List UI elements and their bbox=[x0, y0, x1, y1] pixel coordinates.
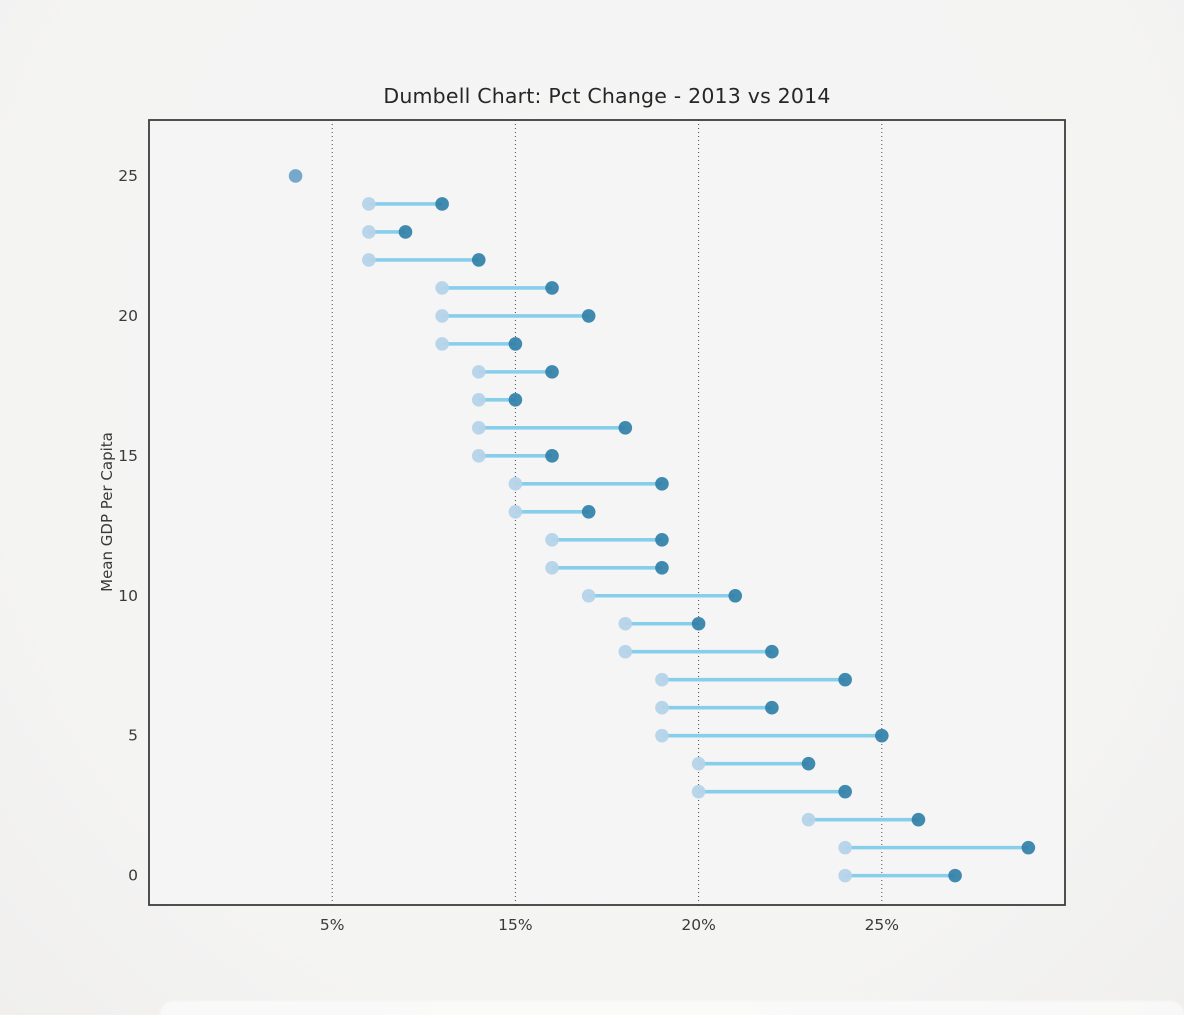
dumbbell-dot-2014 bbox=[398, 225, 413, 239]
dumbbell-dot-2013 bbox=[801, 812, 816, 827]
dumbbell-dot-2013 bbox=[435, 337, 449, 351]
dumbbell-dot-2013 bbox=[362, 253, 376, 267]
y-tick-label: 25 bbox=[118, 167, 138, 185]
dumbbell-dot-2014 bbox=[691, 616, 706, 631]
dumbbell-dot-2014 bbox=[838, 672, 852, 687]
dumbbell-dot-2013 bbox=[618, 616, 633, 631]
dumbbell-dot-2013 bbox=[471, 421, 486, 435]
dumbbell-dot-2014 bbox=[948, 868, 962, 883]
dumbbell-dot-2013 bbox=[545, 532, 559, 547]
dumbbell-dot-2014 bbox=[435, 197, 449, 211]
dumbbell-dot-2013 bbox=[508, 505, 523, 519]
dumbbell-dot-2013 bbox=[581, 588, 596, 603]
dumbbell-dot-2014 bbox=[728, 588, 743, 603]
y-tick-label: 0 bbox=[128, 867, 138, 885]
dumbbell-dot-2014 bbox=[765, 644, 779, 659]
dumbbell-dot-2014 bbox=[801, 756, 816, 771]
dumbbell-dot-2013 bbox=[838, 868, 852, 883]
y-tick-label: 15 bbox=[118, 447, 138, 465]
x-tick-label: 5% bbox=[320, 916, 345, 934]
dumbbell-dot-2013 bbox=[471, 365, 486, 379]
dumbbell-dot-2013 bbox=[362, 225, 376, 239]
dumbbell-dot-2014 bbox=[765, 700, 779, 715]
dumbbell-dot-2014 bbox=[1021, 840, 1036, 855]
dumbbell-dot-2013 bbox=[655, 728, 669, 743]
x-tick-label: 25% bbox=[865, 916, 899, 934]
y-tick-label: 20 bbox=[118, 307, 138, 325]
plot-frame bbox=[148, 119, 1066, 906]
dumbbell-dot-2013 bbox=[435, 309, 449, 323]
dumbbell-dot-2014 bbox=[618, 421, 633, 435]
chart-title: Dumbell Chart: Pct Change - 2013 vs 2014 bbox=[383, 84, 831, 108]
dumbbell-dot-2014 bbox=[581, 505, 596, 519]
plot-area bbox=[149, 120, 1065, 905]
dumbbell-dot-2013 bbox=[691, 784, 706, 799]
dumbbell-dot-2013 bbox=[362, 197, 376, 211]
dumbbell-dot-2014 bbox=[655, 532, 669, 547]
dumbbell-dot-2013 bbox=[655, 672, 669, 687]
dumbbell-dot-2014 bbox=[655, 560, 669, 575]
dumbbell-dot-2014 bbox=[581, 309, 596, 323]
dumbbell-dot-2013 bbox=[691, 756, 706, 771]
dumbbell-dot-2014 bbox=[655, 477, 669, 491]
dumbbell-dot-2013 bbox=[508, 477, 523, 491]
x-tick-label: 20% bbox=[681, 916, 715, 934]
y-tick-label: 5 bbox=[128, 727, 138, 745]
dumbbell-dot-2013 bbox=[655, 700, 669, 715]
dumbbell-dot-2014 bbox=[545, 365, 559, 379]
dumbbell-dot-2014 bbox=[911, 812, 926, 827]
dumbbell-dot-2014 bbox=[838, 784, 852, 799]
dumbbell-dot-2013 bbox=[435, 281, 449, 295]
dumbbell-dot-2014 bbox=[471, 253, 486, 267]
dumbbell-dot-2013 bbox=[545, 560, 559, 575]
dumbbell-dot-2014 bbox=[875, 728, 889, 743]
dumbbell-dot-2014 bbox=[508, 337, 523, 351]
dumbbell-dot-2013 bbox=[471, 393, 486, 407]
dumbbell-dot-2013 bbox=[618, 644, 633, 659]
dumbbell-dot-2014 bbox=[545, 449, 559, 463]
dumbbell-dot-overlap bbox=[288, 169, 303, 183]
dumbbell-dot-2013 bbox=[471, 449, 486, 463]
dumbbell-dot-2014 bbox=[545, 281, 559, 295]
dumbbell-dot-2014 bbox=[508, 393, 523, 407]
bottom-edge-highlight bbox=[160, 1001, 1184, 1015]
dumbbell-dot-2013 bbox=[838, 840, 852, 855]
y-tick-label: 10 bbox=[118, 587, 138, 605]
x-tick-label: 15% bbox=[498, 916, 532, 934]
